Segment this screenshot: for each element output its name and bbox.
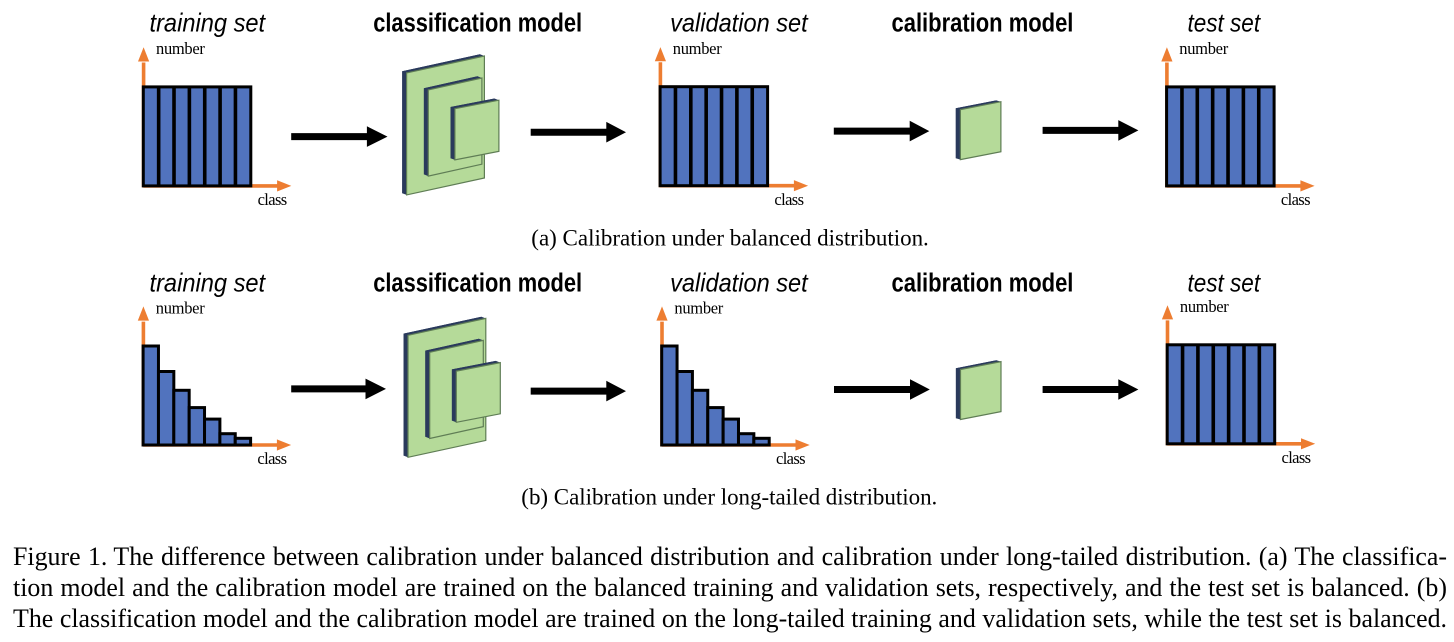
svg-text:validation set: validation set: [670, 268, 809, 298]
svg-text:calibration model: calibration model: [892, 270, 1074, 298]
svg-text:class: class: [258, 190, 288, 209]
svg-text:number: number: [674, 298, 723, 317]
svg-text:class: class: [776, 449, 806, 468]
svg-text:(a) Calibration under balanced: (a) Calibration under balanced distribut…: [531, 225, 929, 250]
svg-text:test set: test set: [1188, 7, 1262, 37]
svg-text:number: number: [1179, 39, 1228, 58]
svg-text:class: class: [257, 449, 287, 468]
svg-text:calibration model: calibration model: [892, 9, 1074, 37]
svg-text:training set: training set: [150, 268, 267, 298]
svg-text:class: class: [774, 190, 804, 209]
svg-text:classification model: classification model: [373, 9, 582, 37]
svg-text:class: class: [1281, 190, 1311, 209]
svg-text:(b) Calibration under long-tai: (b) Calibration under long-tailed distri…: [521, 484, 937, 509]
svg-text:number: number: [673, 39, 722, 58]
svg-text:number: number: [156, 39, 205, 58]
svg-text:validation set: validation set: [670, 7, 809, 37]
svg-text:number: number: [156, 298, 205, 317]
svg-text:number: number: [1180, 297, 1229, 316]
svg-text:class: class: [1282, 448, 1312, 467]
svg-text:classification model: classification model: [373, 270, 582, 298]
svg-text:training set: training set: [150, 7, 267, 37]
svg-text:test set: test set: [1188, 268, 1262, 298]
